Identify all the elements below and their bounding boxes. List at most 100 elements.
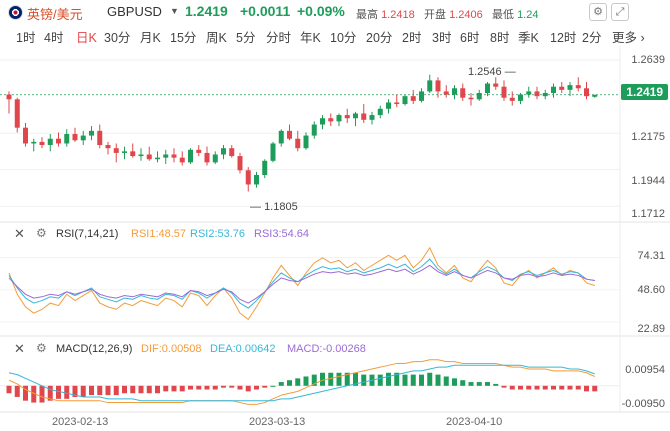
tab-7[interactable]: 5分 <box>236 31 256 45</box>
tab-9[interactable]: 年K <box>300 31 321 45</box>
candle-body <box>14 99 20 128</box>
candle-body <box>130 151 136 157</box>
candle-body <box>163 154 169 158</box>
candle-body <box>171 154 177 158</box>
macd-bar <box>584 385 589 392</box>
macd-bar <box>14 385 20 397</box>
tab-11[interactable]: 20分 <box>366 31 393 45</box>
rsi-title: RSI(7,14,21) <box>56 228 119 240</box>
pair-name[interactable]: 英镑/美元 <box>27 7 83 22</box>
candle-body <box>534 91 540 97</box>
candle-body <box>518 94 523 101</box>
macd-bar <box>245 385 251 392</box>
candle-body <box>23 127 28 144</box>
macd-settings-icon[interactable]: ⚙ <box>36 341 47 355</box>
symbol-label[interactable]: GBPUSD <box>107 4 162 19</box>
candle-body <box>592 94 598 97</box>
macd-bar <box>6 385 12 394</box>
tab-13[interactable]: 3时 <box>432 31 452 45</box>
tab-16[interactable]: 季K <box>518 31 539 45</box>
tab-8[interactable]: 分时 <box>266 31 292 45</box>
tab-17[interactable]: 12时 <box>550 31 577 45</box>
macd-bar <box>311 374 317 386</box>
macd-bar <box>567 385 573 390</box>
macd-bar <box>377 374 383 386</box>
macd-bar <box>31 385 37 403</box>
tab-1[interactable]: 4时 <box>44 31 64 45</box>
tab-10[interactable]: 10分 <box>330 31 357 45</box>
macd-bar <box>435 374 441 386</box>
candle-body <box>320 118 325 125</box>
close-macd-icon[interactable]: ✕ <box>14 341 25 356</box>
tab-0[interactable]: 1时 <box>16 31 36 45</box>
dif-value: DIF:0.00508 <box>141 343 202 355</box>
tab-2[interactable]: 日K <box>76 31 97 45</box>
candle-body <box>229 148 235 157</box>
settings-icon[interactable]: ⚙ <box>589 3 607 21</box>
date-label: 2023-04-10 <box>446 416 503 428</box>
tab-3[interactable]: 30分 <box>104 31 131 45</box>
candle-body <box>204 152 210 163</box>
rsi-axis-label: 74.31 <box>637 250 665 262</box>
candlestick-chart-svg[interactable] <box>0 46 670 431</box>
more-tab[interactable]: 更多 › <box>612 31 645 45</box>
rsi2-line <box>8 258 595 309</box>
rsi2-value: RSI2:53.76 <box>190 228 246 240</box>
tab-14[interactable]: 6时 <box>460 31 480 45</box>
candle-body <box>361 113 367 120</box>
macd-bar <box>410 374 416 386</box>
macd-bar <box>221 385 226 388</box>
candle-body <box>270 143 276 161</box>
low-annotation: — 1.1805 <box>250 201 298 213</box>
rsi3-line <box>8 264 595 304</box>
macd-bar <box>394 372 400 386</box>
price-axis-label: 1.2175 <box>631 131 665 143</box>
macd-bar <box>518 385 523 390</box>
macd-bar <box>56 385 61 399</box>
caret-down-icon[interactable]: ▼ <box>170 6 179 16</box>
candle-body <box>443 91 449 95</box>
tab-4[interactable]: 月K <box>140 31 161 45</box>
candle-body <box>575 85 581 89</box>
candle-body <box>245 170 251 185</box>
candle-body <box>122 151 127 153</box>
candle-body <box>476 93 482 100</box>
candle-body <box>328 118 334 122</box>
macd-bar <box>80 385 86 397</box>
close-rsi-icon[interactable]: ✕ <box>14 226 25 241</box>
candle-body <box>369 115 375 120</box>
macd-bar <box>89 385 94 396</box>
macd-bar <box>344 372 350 386</box>
candle-body <box>237 156 243 171</box>
candle-body <box>336 115 342 122</box>
macd-bar <box>237 385 243 390</box>
macd-bar <box>295 378 301 386</box>
macd-bar <box>212 385 218 390</box>
macd-bar <box>155 385 160 394</box>
rsi3-value: RSI3:54.64 <box>254 228 310 240</box>
candle-body <box>386 102 391 109</box>
tab-5[interactable]: 15分 <box>170 31 197 45</box>
macd-bar <box>476 382 482 386</box>
tab-15[interactable]: 8时 <box>490 31 510 45</box>
tab-12[interactable]: 2时 <box>402 31 422 45</box>
macd-bar <box>551 385 556 390</box>
macd-bar <box>534 385 540 390</box>
macd-bar <box>72 385 78 397</box>
candle-body <box>353 113 358 119</box>
candle-body <box>113 148 119 153</box>
candle-body <box>584 88 589 97</box>
candle-body <box>105 145 111 149</box>
candle-body <box>196 149 202 153</box>
macd-bar <box>64 385 70 399</box>
macd-bar <box>122 385 127 394</box>
tab-6[interactable]: 周K <box>206 31 227 45</box>
chart-area[interactable]: 1.2639 1.2419 1.2175 1.1944 1.1712 1.254… <box>0 46 670 431</box>
rsi-settings-icon[interactable]: ⚙ <box>36 226 47 240</box>
date-label: 2023-03-13 <box>249 416 306 428</box>
dea-value: DEA:0.00642 <box>210 343 276 355</box>
candle-body <box>80 135 86 141</box>
date-label: 2023-02-13 <box>52 416 109 428</box>
tab-18[interactable]: 2分 <box>582 31 602 45</box>
expand-icon[interactable]: ⤢ <box>611 3 629 21</box>
